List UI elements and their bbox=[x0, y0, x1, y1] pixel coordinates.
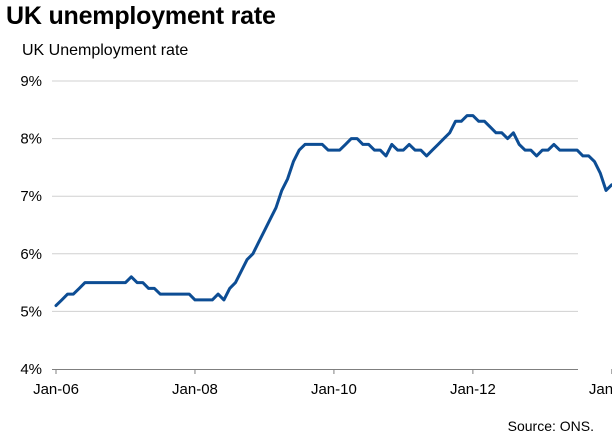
x-tick-label: Jan-06 bbox=[33, 381, 79, 398]
x-tick-label: Jan-08 bbox=[172, 381, 218, 398]
unemployment-rate-line bbox=[54, 114, 612, 308]
y-tick-label: 5% bbox=[20, 303, 42, 320]
y-tick-label: 6% bbox=[20, 246, 42, 263]
y-axis-title: UK Unemployment rate bbox=[22, 42, 189, 59]
x-tick-label: Jan-12 bbox=[450, 381, 496, 398]
y-tick-label: 7% bbox=[20, 188, 42, 205]
source-note: Source: ONS. bbox=[507, 418, 594, 434]
chart-title: UK unemployment rate bbox=[6, 2, 276, 30]
y-tick-label: 4% bbox=[20, 361, 42, 378]
x-tick-label: Jan-14 bbox=[589, 381, 612, 398]
y-axis-ticks: 4% 5% 6% 7% 8% 9% bbox=[20, 73, 42, 378]
x-tick-label: Jan-10 bbox=[311, 381, 357, 398]
y-tick-label: 8% bbox=[20, 131, 42, 148]
gridlines bbox=[52, 80, 578, 312]
series-layer bbox=[54, 114, 612, 308]
x-axis-ticks: Jan-06 Jan-08 Jan-10 Jan-12 Jan-14 bbox=[33, 369, 612, 398]
y-tick-label: 9% bbox=[20, 73, 42, 90]
